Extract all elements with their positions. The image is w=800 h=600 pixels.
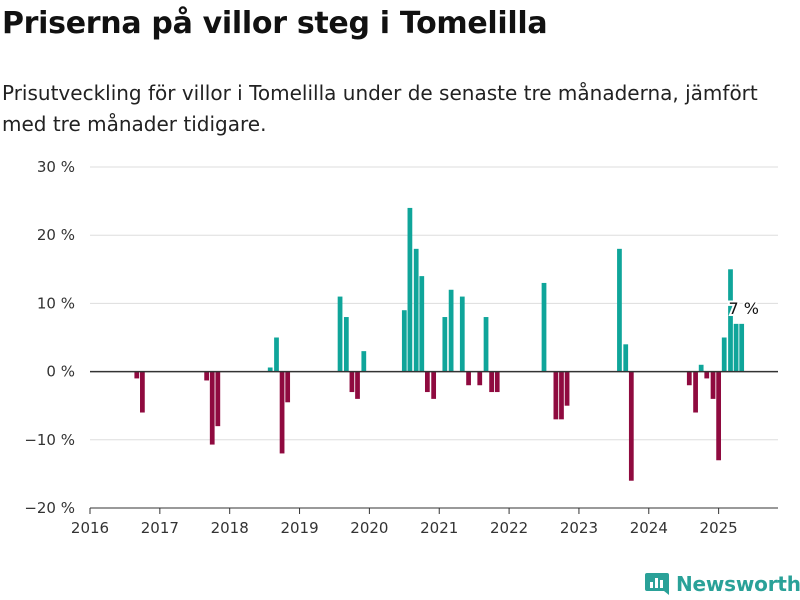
bar	[413, 248, 419, 372]
bar	[343, 317, 349, 372]
bar	[337, 296, 343, 372]
x-tick-label: 2024	[630, 519, 668, 537]
bar	[739, 323, 745, 372]
bar	[459, 296, 465, 372]
chart-title: Priserna på villor steg i Tomelilla	[2, 6, 548, 41]
bar	[623, 344, 629, 372]
bar	[349, 371, 355, 393]
bar	[419, 276, 425, 372]
bar	[209, 371, 215, 445]
bar	[431, 371, 437, 399]
bar	[628, 371, 634, 481]
annotations: 7 %	[726, 297, 760, 320]
bar	[215, 371, 221, 427]
bar	[710, 371, 716, 399]
bar	[704, 371, 710, 379]
x-tick-label: 2018	[211, 519, 249, 537]
y-tick-label: −10 %	[24, 431, 75, 449]
bar	[728, 269, 733, 372]
bar	[716, 371, 722, 461]
annotation-label: 7 %	[728, 299, 758, 318]
y-tick-label: −20 %	[24, 499, 75, 517]
bar	[134, 371, 140, 379]
bar	[553, 371, 559, 420]
y-tick-label: 10 %	[37, 294, 75, 312]
y-tick-label: 0 %	[46, 363, 75, 381]
bar	[617, 248, 622, 372]
bar	[693, 371, 698, 413]
bar	[564, 371, 570, 406]
y-tick-label: 20 %	[37, 226, 75, 244]
bar	[733, 323, 739, 372]
brand-name: Newsworthy	[676, 572, 800, 596]
x-tick-label: 2021	[420, 519, 458, 537]
bar	[355, 371, 360, 399]
bar	[686, 371, 692, 386]
gridlines	[90, 166, 778, 509]
bar	[204, 371, 210, 381]
bars	[134, 207, 745, 481]
bar	[401, 310, 407, 372]
x-tick-label: 2022	[490, 519, 528, 537]
newsworthy-logo-icon	[645, 573, 669, 595]
bar	[267, 367, 273, 372]
y-tick-label: 30 %	[37, 158, 75, 176]
bar	[721, 337, 727, 372]
bar	[140, 371, 145, 413]
bar	[274, 337, 279, 372]
bar	[698, 364, 704, 372]
bar	[559, 371, 564, 420]
x-tick-label: 2016	[71, 519, 109, 537]
bar	[477, 371, 483, 386]
bar	[489, 371, 494, 393]
bar	[466, 371, 471, 386]
bar	[483, 317, 489, 372]
x-tick-label: 2023	[560, 519, 598, 537]
x-tick-label: 2025	[700, 519, 738, 537]
tick-labels: −20 % −10 % 0 % 10 % 20 % 30 % 2016 2017 2018 201…	[24, 158, 737, 537]
bar	[424, 371, 430, 393]
x-tick-label: 2017	[141, 519, 179, 537]
bar	[442, 317, 448, 372]
x-tick-label: 2019	[280, 519, 318, 537]
bar	[494, 371, 500, 393]
bar	[279, 371, 285, 454]
axes	[89, 370, 778, 514]
bar	[448, 289, 454, 372]
bar	[541, 282, 547, 372]
bar	[361, 351, 367, 372]
bar	[407, 207, 413, 372]
x-tick-label: 2020	[350, 519, 388, 537]
newsworthy-logo: Newsworthy	[644, 569, 800, 599]
chart-subtitle: Prisutveckling för villor i Tomelilla un…	[2, 81, 758, 136]
bar	[285, 371, 291, 403]
